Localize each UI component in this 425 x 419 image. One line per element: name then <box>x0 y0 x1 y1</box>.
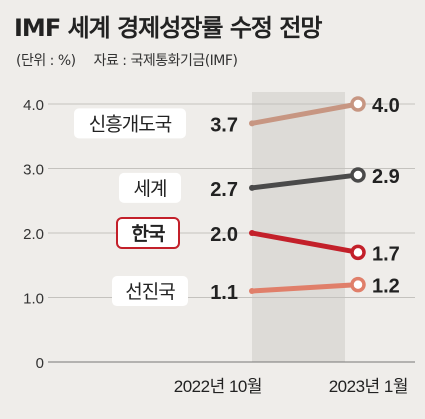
series-name-label: 한국 <box>132 223 165 245</box>
series-name-label: 신흥개도국 <box>89 113 172 135</box>
data-label: 2.7 <box>210 179 238 201</box>
series-name-label: 선진국 <box>125 281 175 303</box>
data-label: 4.0 <box>372 95 400 117</box>
y-tick-label: 3.0 <box>23 162 44 179</box>
series-name-box <box>74 108 186 139</box>
y-tick-label: 1.0 <box>23 291 44 308</box>
series-name-box <box>116 217 180 249</box>
source-label: 자료 : 국제통화기금(IMF) <box>93 53 238 69</box>
x-tick-label: 2023년 1월 <box>329 377 408 396</box>
data-label: 3.7 <box>210 114 238 136</box>
chart-subtitle: (단위 : %) 자료 : 국제통화기금(IMF) <box>16 50 238 70</box>
x-tick-label: 2022년 10월 <box>174 377 262 396</box>
data-label: 1.7 <box>372 243 400 265</box>
data-point <box>350 276 366 293</box>
y-tick-label: 0 <box>36 355 44 372</box>
series-name-label: 세계 <box>134 178 167 200</box>
data-point <box>350 167 366 183</box>
data-label: 2.9 <box>372 166 400 188</box>
data-point <box>249 230 255 236</box>
unit-label: (단위 : %) <box>16 53 76 69</box>
data-point <box>249 288 255 295</box>
series-name-box <box>112 276 188 307</box>
data-label: 2.0 <box>210 224 238 246</box>
data-label: 1.2 <box>372 276 400 298</box>
y-tick-label: 4.0 <box>23 97 44 114</box>
data-point <box>249 184 255 191</box>
series-line <box>249 282 361 294</box>
highlight-band <box>252 92 345 362</box>
data-point <box>350 244 366 261</box>
series-name-box <box>119 172 181 203</box>
series-line <box>249 172 361 191</box>
series-line <box>249 230 361 255</box>
y-tick-label: 2.0 <box>23 226 44 243</box>
series-line <box>249 101 361 126</box>
data-label: 1.1 <box>210 282 238 304</box>
data-point <box>249 120 255 127</box>
chart-title: IMF 세계 경제성장률 수정 전망 <box>14 14 323 42</box>
data-point <box>350 96 366 112</box>
